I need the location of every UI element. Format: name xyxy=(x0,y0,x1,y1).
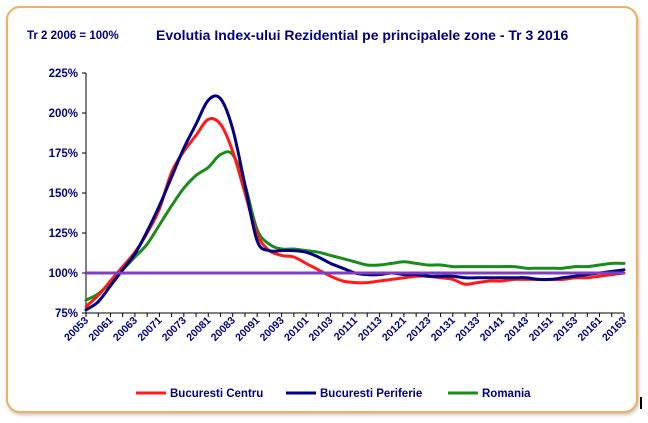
x-tick-label: 20101 xyxy=(282,315,311,344)
y-tick-label: 150% xyxy=(49,188,78,200)
y-tick-label: 100% xyxy=(49,268,78,280)
x-tick-label: 20141 xyxy=(478,315,507,344)
x-tick-label: 20133 xyxy=(453,315,482,344)
x-tick-label: 20093 xyxy=(258,315,287,344)
x-tick-label: 20061 xyxy=(86,315,115,344)
x-tick-label: 20153 xyxy=(551,315,580,344)
x-tick-label: 20081 xyxy=(184,315,213,344)
plot-area: 75%100%125%150%175%200%225%2005320061200… xyxy=(49,68,630,344)
legend-label: Romania xyxy=(482,388,531,400)
y-tick-label: 200% xyxy=(49,108,78,120)
series-line xyxy=(84,150,626,302)
legend: Bucuresti Centru Bucuresti Periferie Roman… xyxy=(136,388,531,400)
y-tick-label: 175% xyxy=(49,148,78,160)
x-tick-label: 20163 xyxy=(600,315,629,344)
x-tick-label: 20073 xyxy=(160,315,189,344)
x-tick-label: 20063 xyxy=(111,315,140,344)
x-tick-label: 20071 xyxy=(135,315,164,344)
cursor-mark xyxy=(640,397,642,409)
x-tick-label: 20161 xyxy=(576,315,605,344)
x-tick-label: 20083 xyxy=(209,315,238,344)
x-tick-label: 20151 xyxy=(527,315,556,344)
y-tick-label: 225% xyxy=(49,68,78,80)
x-tick-label: 20103 xyxy=(307,315,336,344)
y-tick-label: 125% xyxy=(49,228,78,240)
x-tick-label: 20143 xyxy=(502,315,531,344)
x-tick-label: 20121 xyxy=(380,315,409,344)
x-tick-label: 20091 xyxy=(233,315,262,344)
y-tick-label: 75% xyxy=(55,308,78,320)
x-tick-label: 20111 xyxy=(332,315,360,343)
x-tick-label: 20123 xyxy=(404,315,433,344)
x-tick-label: 20131 xyxy=(429,315,458,344)
legend-label: Bucuresti Centru xyxy=(170,388,263,400)
chart-subtitle: Tr 2 2006 = 100% xyxy=(27,30,119,42)
series-line xyxy=(84,94,626,312)
chart-title: Evolutia Index-ului Rezidential pe princ… xyxy=(156,27,569,43)
x-tick-label: 20113 xyxy=(356,315,385,344)
legend-label: Bucuresti Periferie xyxy=(320,388,422,400)
chart-frame xyxy=(6,6,638,413)
